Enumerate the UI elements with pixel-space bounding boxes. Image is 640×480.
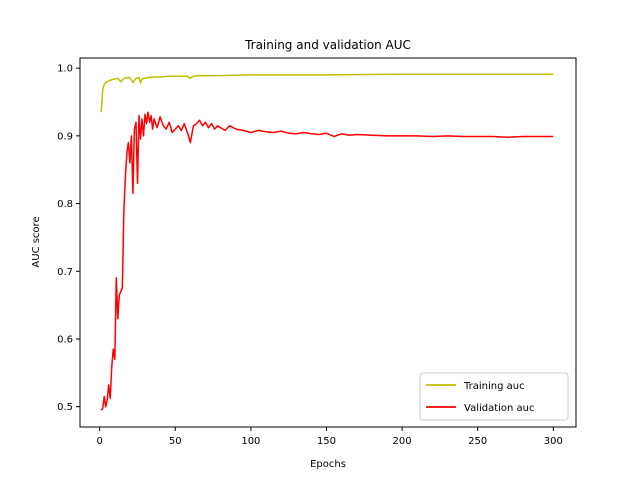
legend-label-training: Training auc (463, 381, 525, 392)
x-tick-label: 200 (393, 436, 412, 447)
x-tick-label: 100 (241, 436, 260, 447)
x-tick-label: 250 (468, 436, 487, 447)
x-tick-label: 300 (544, 436, 563, 447)
legend-label-validation: Validation auc (464, 403, 535, 414)
axes-frame (79, 57, 577, 428)
y-tick-label: 0.6 (57, 334, 73, 345)
x-axis: 0 50 100 150 200 250 300 (96, 427, 563, 447)
x-tick-label: 0 (96, 436, 102, 447)
x-tick-label: 150 (317, 436, 336, 447)
series-line-validation (100, 111, 554, 411)
y-tick-label: 0.7 (57, 267, 73, 278)
legend: Training auc Validation auc (419, 372, 569, 421)
y-tick-label: 0.5 (57, 402, 73, 413)
y-axis: 0.5 0.6 0.7 0.8 0.9 1.0 (57, 64, 80, 413)
y-tick-label: 0.8 (57, 199, 73, 210)
chart-title: Training and validation AUC (244, 38, 411, 52)
y-tick-label: 0.9 (57, 131, 73, 142)
plot-area (100, 73, 554, 411)
x-tick-label: 50 (169, 436, 182, 447)
series-line-training (100, 73, 554, 113)
y-tick-label: 1.0 (57, 64, 73, 75)
x-axis-label: Epochs (310, 459, 346, 470)
legend-box (419, 372, 569, 421)
y-axis-label: AUC score (31, 216, 42, 267)
